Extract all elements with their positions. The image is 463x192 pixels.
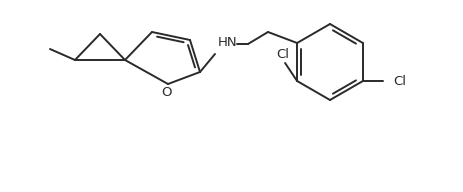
Text: Cl: Cl (276, 49, 289, 61)
Text: O: O (162, 85, 172, 98)
Text: HN: HN (218, 36, 238, 50)
Text: Cl: Cl (393, 74, 406, 88)
